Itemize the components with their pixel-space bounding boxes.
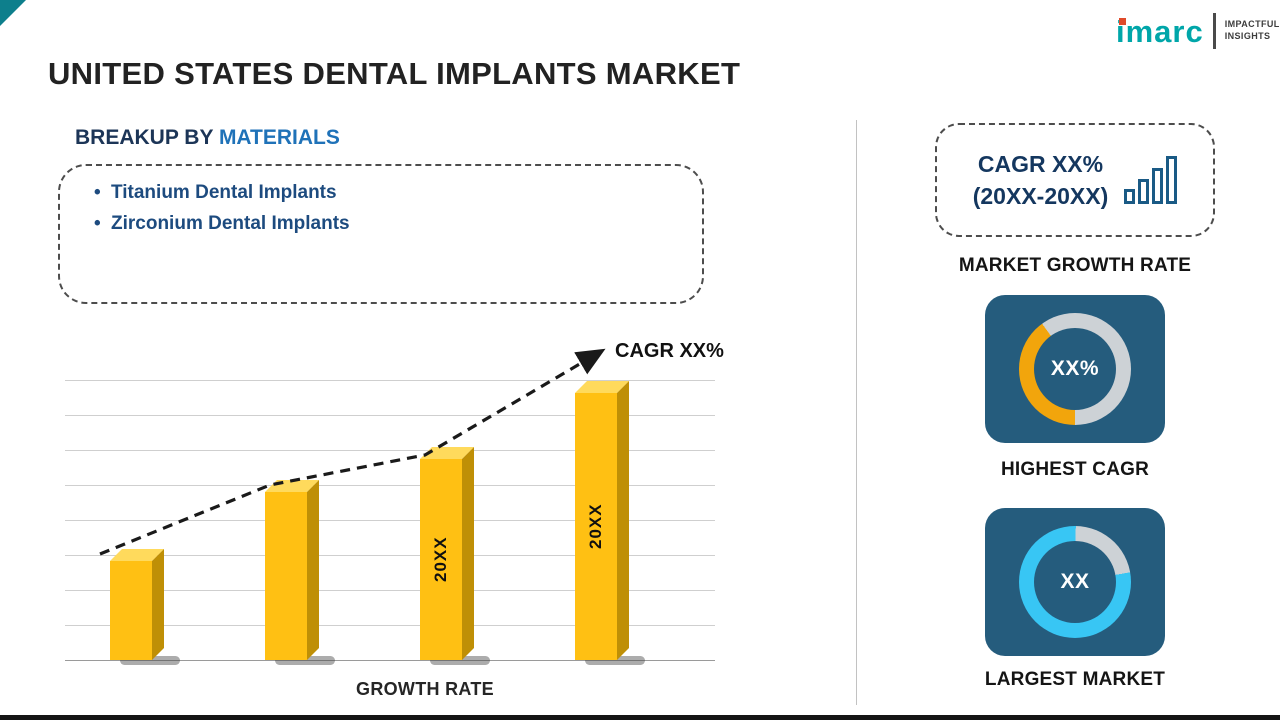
bar-plot: 20XX 20XX <box>65 380 715 665</box>
breakup-box: Titanium Dental Implants Zirconium Denta… <box>58 164 704 304</box>
bar-shadow <box>120 656 180 665</box>
gridline <box>65 520 715 521</box>
cagr-box-line2: (20XX-20XX) <box>972 183 1109 209</box>
logo-brand: imarc <box>1116 16 1204 47</box>
bar-shadow <box>275 656 335 665</box>
breakup-item: Zirconium Dental Implants <box>94 213 702 235</box>
bar-shadow <box>430 656 490 665</box>
gridline <box>65 380 715 381</box>
donut-ring: XX% <box>1019 313 1131 425</box>
cagr-box-text: CAGR XX% (20XX-20XX) <box>973 148 1109 212</box>
logo-tagline-line1: IMPACTFUL <box>1224 19 1280 30</box>
market-growth-rate-label: MARKET GROWTH RATE <box>958 255 1192 276</box>
logo-divider <box>1212 13 1216 49</box>
gridline <box>65 625 715 626</box>
highest-cagr-label: HIGHEST CAGR <box>1000 459 1150 480</box>
bar <box>110 549 164 660</box>
corner-accent <box>0 0 26 26</box>
bar: 20XX <box>575 381 629 660</box>
imarc-logo: imarc IMPACTFUL INSIGHTS <box>1116 13 1280 49</box>
breakup-heading: BREAKUP BY MATERIALS <box>75 126 340 150</box>
highest-cagr-card: XX% <box>985 295 1165 443</box>
gridline <box>65 415 715 416</box>
bar-front-face <box>265 492 307 660</box>
bottom-border <box>0 715 1280 720</box>
bar <box>265 480 319 660</box>
bar-front-face <box>575 393 617 660</box>
cagr-box: CAGR XX% (20XX-20XX) <box>935 123 1215 237</box>
trend-arrow <box>99 348 606 556</box>
logo-i-dot-accent <box>1119 17 1126 25</box>
donut-value: XX <box>1034 541 1116 623</box>
gridline <box>65 590 715 591</box>
gridline <box>65 450 715 451</box>
largest-market-card: XX <box>985 508 1165 656</box>
breakup-list: Titanium Dental Implants Zirconium Denta… <box>60 166 702 235</box>
donut-ring: XX <box>1019 526 1131 638</box>
logo-brand-text: imarc <box>1116 13 1204 49</box>
gridline <box>65 555 715 556</box>
x-axis-line <box>65 660 715 661</box>
bar: 20XX <box>420 447 474 660</box>
bar-chart-icon <box>1124 156 1178 204</box>
bar-chart: 20XX 20XX <box>60 330 740 710</box>
bar-front-face <box>420 459 462 660</box>
logo-tagline: IMPACTFUL INSIGHTS <box>1225 19 1280 42</box>
breakup-heading-highlight: MATERIALS <box>218 126 340 149</box>
section-divider <box>856 120 857 705</box>
breakup-item: Titanium Dental Implants <box>94 182 702 204</box>
page-title: UNITED STATES DENTAL IMPLANTS MARKET <box>48 56 741 91</box>
donut-value: XX% <box>1034 328 1116 410</box>
cagr-annotation: CAGR XX% <box>615 340 724 362</box>
gridline <box>65 485 715 486</box>
bar-front-face <box>110 561 152 660</box>
x-axis-label: GROWTH RATE <box>356 679 494 699</box>
largest-market-label: LARGEST MARKET <box>984 669 1166 690</box>
bar-shadow <box>585 656 645 665</box>
breakup-heading-prefix: BREAKUP BY <box>75 126 214 149</box>
cagr-box-line1: CAGR XX% <box>977 150 1104 177</box>
logo-tagline-line2: INSIGHTS <box>1224 31 1271 41</box>
